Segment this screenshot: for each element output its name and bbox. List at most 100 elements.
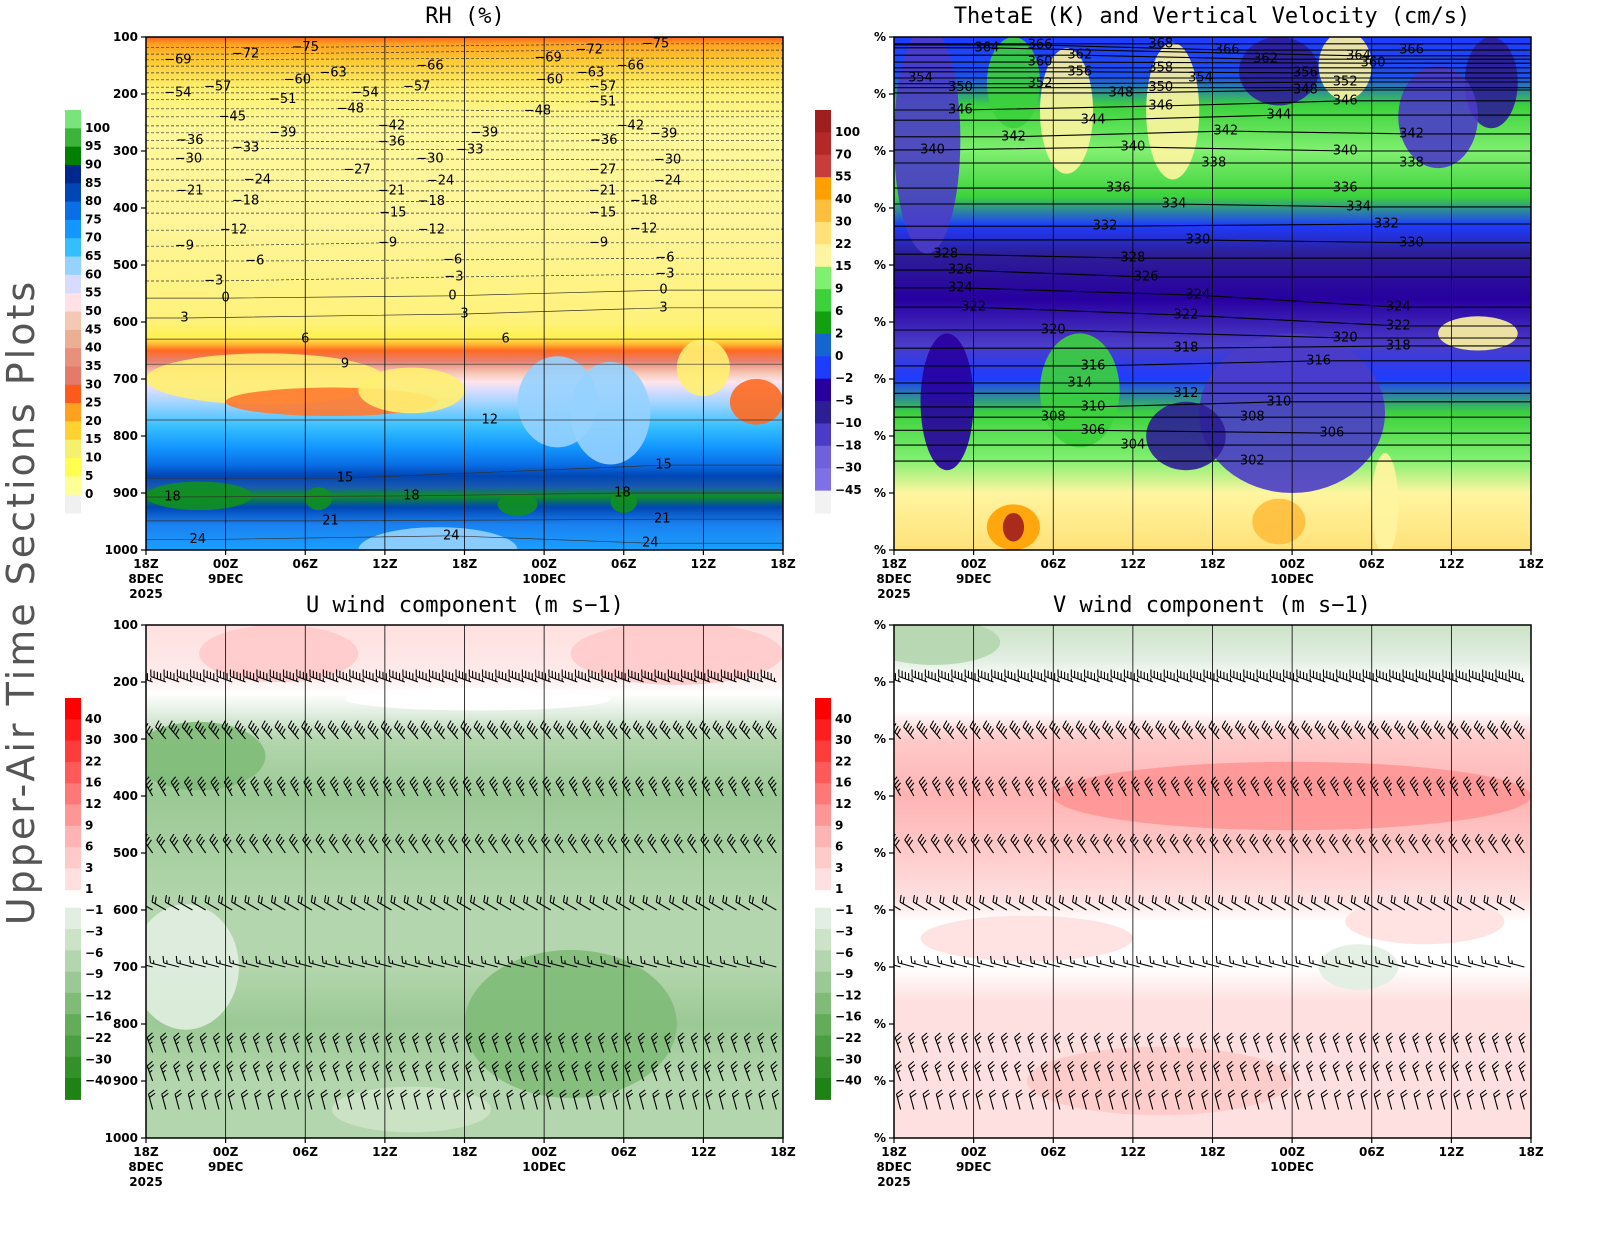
u-wind-barb: [504, 1060, 513, 1082]
colorbar-label: −5: [835, 394, 853, 408]
barb-shape: [976, 955, 994, 968]
v-wind-barb: [1388, 955, 1406, 968]
v-wind-barb: [1134, 1089, 1143, 1110]
u-wind-barb: [730, 1060, 738, 1082]
barb-shape: [1182, 833, 1194, 854]
barb-shape: [1023, 833, 1034, 854]
rh-contour-label: −54: [351, 85, 378, 100]
barb-shape: [707, 669, 724, 683]
rh-contour-line: [146, 108, 783, 112]
barb-shape: [1143, 833, 1154, 854]
barb-shape: [1168, 720, 1180, 740]
v-wind-barb: [1461, 833, 1472, 854]
barb-shape: [1131, 776, 1140, 797]
u-wind-barb: [730, 1032, 738, 1053]
rh-contour-label: 6: [501, 332, 509, 347]
barb-shape: [451, 1032, 460, 1053]
v-wind-barb: [1085, 895, 1100, 911]
u-wind-barb: [237, 776, 247, 797]
barb-shape: [1103, 833, 1114, 854]
barb-shape: [1041, 1089, 1050, 1110]
barb-shape: [548, 669, 565, 683]
colorbar-swatch: [65, 293, 81, 312]
thetae-contour-label: 346: [1333, 93, 1358, 108]
u-wind-barb: [455, 669, 472, 683]
v-wind-barb: [1303, 776, 1313, 797]
barb-shape: [491, 1060, 500, 1082]
u-wind-barb: [714, 776, 724, 797]
v-wind-barb: [944, 833, 955, 854]
thetae-contour-label: 316: [1081, 358, 1106, 373]
v-wind-barb: [1493, 1089, 1501, 1110]
thetae-contour-label: 368: [1148, 36, 1173, 51]
barb-shape: [975, 1089, 984, 1110]
barb-shape: [409, 776, 419, 797]
v-wind-barb: [1269, 669, 1286, 683]
barb-shape: [1428, 955, 1445, 968]
u-wind-barb: [654, 669, 671, 683]
v-wind-barb: [1011, 776, 1021, 797]
barb-shape: [677, 1060, 685, 1082]
barb-shape: [725, 720, 737, 740]
barb-shape: [1275, 833, 1286, 854]
rh-contour-label: −9: [175, 239, 194, 254]
v-wind-barb: [1234, 720, 1247, 740]
barb-shape: [758, 1089, 766, 1110]
barb-shape: [1090, 833, 1101, 854]
colorbar-swatch: [815, 719, 831, 742]
barb-shape: [1174, 1089, 1183, 1110]
rh-contour-label: 18: [403, 488, 420, 503]
u-wind-barb: [470, 895, 485, 911]
colorbar-swatch: [815, 950, 831, 973]
rh-field-feature: [570, 361, 651, 465]
u-wind-barb: [209, 833, 220, 854]
u-wind-barb: [694, 669, 711, 683]
barb-shape: [1271, 895, 1286, 911]
u-wind-barb: [757, 1060, 765, 1082]
colorbar-label: 6: [835, 304, 843, 318]
barb-shape: [752, 720, 764, 740]
v-wind-barb: [1478, 1060, 1486, 1082]
barb-shape: [222, 833, 233, 854]
barb-shape: [1518, 1060, 1526, 1082]
u-wind-barb: [722, 895, 737, 911]
barb-shape: [1088, 720, 1101, 740]
u-wind-barb: [548, 669, 565, 683]
u-wind-barb: [389, 669, 405, 683]
v-wind-barb: [1221, 720, 1233, 740]
barb-shape: [655, 895, 671, 911]
barb-shape: [974, 1032, 982, 1053]
u-wind-barb: [324, 895, 339, 911]
thetae-contour-label: 348: [1293, 83, 1318, 98]
rh-field-feature: [497, 493, 538, 516]
barb-shape: [390, 895, 406, 911]
barb-shape: [1064, 776, 1074, 797]
barb-shape: [910, 955, 928, 968]
barb-shape: [665, 1089, 673, 1110]
rh-contour-label: −72: [232, 47, 259, 62]
v-wind-barb: [1279, 1060, 1287, 1082]
barb-shape: [1116, 833, 1127, 854]
u-wind-barb: [321, 955, 339, 968]
colorbar-label: 85: [85, 176, 102, 190]
u-wind-barb: [425, 1032, 433, 1053]
rh-contour-label: −69: [164, 52, 191, 67]
rh-contour-label: −69: [534, 51, 561, 66]
rh-contour-label: −48: [524, 104, 551, 119]
y-tick-label: %: [874, 372, 886, 386]
v-wind-barb: [1090, 833, 1101, 854]
thetae-field-feature: [1371, 453, 1399, 550]
barb-shape: [1151, 895, 1167, 911]
v-wind-barb: [1369, 776, 1379, 797]
barb-shape: [1032, 895, 1047, 911]
v-wind-barb: [1137, 669, 1153, 683]
barb-shape: [1319, 1060, 1327, 1082]
v-wind-barb: [1189, 955, 1207, 968]
v-wind-barb: [1122, 955, 1140, 968]
u-wind-barb: [712, 720, 724, 740]
v-wind-barb: [1222, 833, 1233, 854]
u-wind-barb: [268, 955, 286, 968]
colorbar-label: 22: [835, 237, 852, 251]
barb-shape: [336, 669, 352, 683]
v-wind-barb: [1314, 720, 1326, 740]
